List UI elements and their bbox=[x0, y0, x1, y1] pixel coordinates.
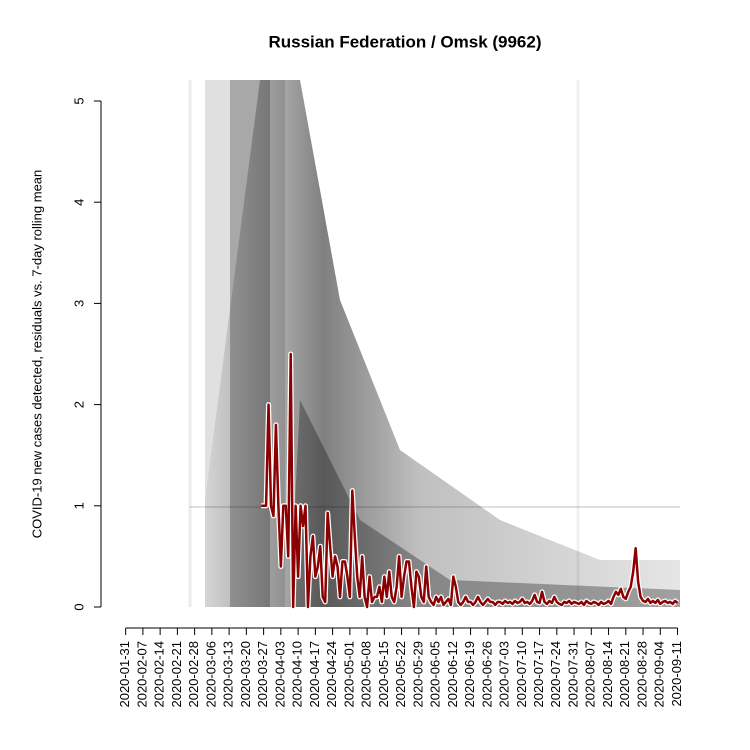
y-tick-label: 2 bbox=[71, 401, 86, 408]
x-tick-label: 2020-05-08 bbox=[359, 641, 374, 708]
x-tick-label: 2020-08-14 bbox=[600, 641, 615, 708]
x-tick-label: 2020-01-31 bbox=[117, 641, 132, 708]
x-tick-label: 2020-06-05 bbox=[428, 641, 443, 708]
y-tick-label: 0 bbox=[71, 603, 86, 610]
x-tick-label: 2020-05-22 bbox=[393, 641, 408, 708]
plot-area bbox=[261, 351, 680, 610]
x-tick-label: 2020-06-26 bbox=[479, 641, 494, 708]
x-tick-label: 2020-08-07 bbox=[583, 641, 598, 708]
x-tick-label: 2020-03-13 bbox=[221, 641, 236, 708]
y-axis-label: COVID-19 new cases detected, residuals v… bbox=[29, 170, 44, 539]
x-tick-label: 2020-04-24 bbox=[324, 641, 339, 708]
x-tick-label: 2020-05-29 bbox=[410, 641, 425, 708]
x-tick-label: 2020-04-17 bbox=[307, 641, 322, 708]
x-tick-label: 2020-07-31 bbox=[565, 641, 580, 708]
background-traces bbox=[188, 80, 680, 607]
haze-area bbox=[205, 80, 680, 607]
x-tick-label: 2020-07-10 bbox=[514, 641, 529, 708]
x-tick-label: 2020-05-15 bbox=[376, 641, 391, 708]
x-tick-label: 2020-09-11 bbox=[669, 641, 684, 707]
x-tick-label: 2020-07-24 bbox=[548, 641, 563, 708]
y-tick-label: 4 bbox=[71, 199, 86, 206]
x-tick-label: 2020-06-12 bbox=[445, 641, 460, 708]
y-tick-label: 3 bbox=[71, 300, 86, 307]
x-tick-label: 2020-04-03 bbox=[272, 641, 287, 708]
x-tick-label: 2020-07-17 bbox=[531, 641, 546, 708]
x-tick-label: 2020-02-07 bbox=[134, 641, 149, 708]
y-tick-label: 5 bbox=[71, 97, 86, 104]
x-tick-label: 2020-03-27 bbox=[255, 641, 270, 708]
x-tick-label: 2020-03-20 bbox=[238, 641, 253, 708]
series-line bbox=[261, 352, 679, 609]
x-tick-label: 2020-02-14 bbox=[152, 641, 167, 708]
x-tick-label: 2020-09-04 bbox=[652, 641, 667, 708]
y-tick-label: 1 bbox=[71, 502, 86, 509]
haze-area bbox=[290, 400, 680, 607]
x-tick-label: 2020-08-21 bbox=[617, 641, 632, 708]
x-tick-label: 2020-04-10 bbox=[290, 641, 305, 708]
x-tick-label: 2020-08-28 bbox=[634, 641, 649, 708]
x-tick-label: 2020-02-21 bbox=[169, 641, 184, 708]
chart-title: Russian Federation / Omsk (9962) bbox=[268, 32, 541, 51]
x-tick-label: 2020-05-01 bbox=[341, 641, 356, 708]
x-tick-label: 2020-07-03 bbox=[497, 641, 512, 708]
x-tick-label: 2020-06-19 bbox=[462, 641, 477, 708]
x-tick-label: 2020-02-28 bbox=[186, 641, 201, 708]
x-tick-label: 2020-03-06 bbox=[203, 641, 218, 708]
